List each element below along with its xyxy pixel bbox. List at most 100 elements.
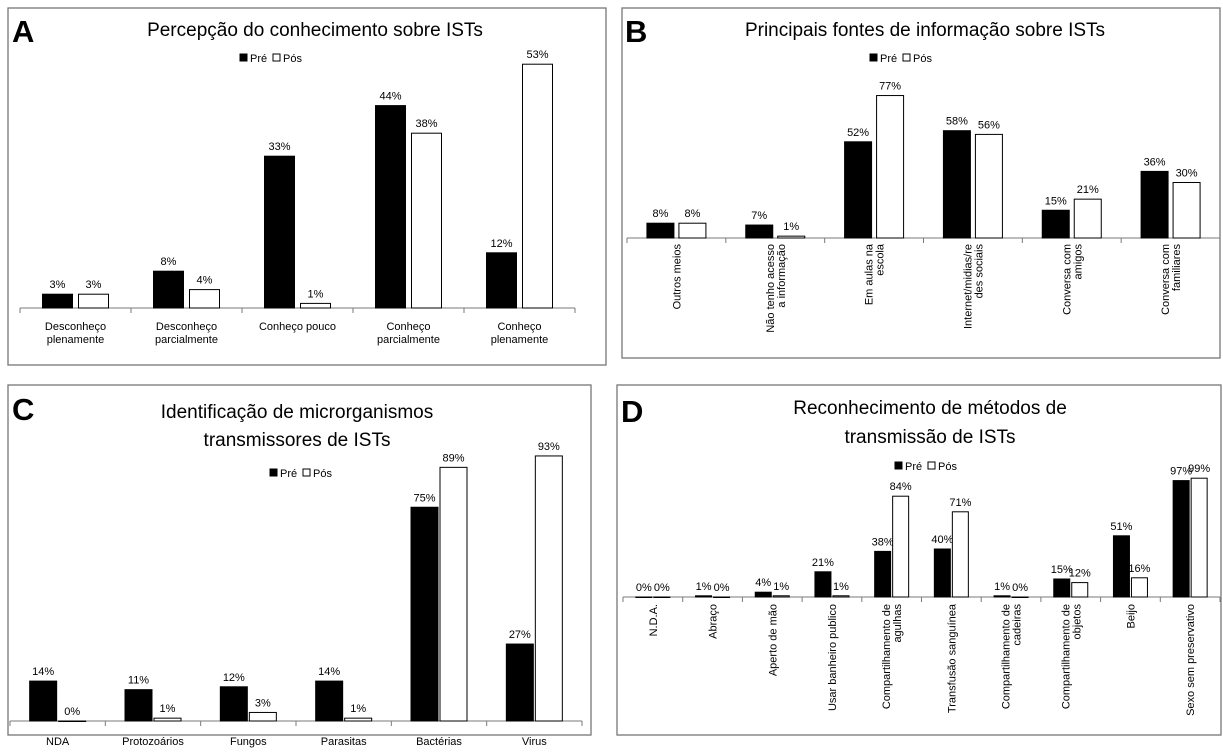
panel-c-microorganisms-chart: C Identificação de microrganismos transmis… bbox=[7, 384, 592, 748]
panel-c-value-label-pre: 75% bbox=[413, 492, 435, 504]
panel-a-value-label-pre: 8% bbox=[161, 256, 177, 268]
panel-d-category-label: agulhas bbox=[892, 604, 904, 643]
panel-d-bar-pos bbox=[951, 511, 969, 598]
panel-a-value-label-pos: 3% bbox=[86, 279, 102, 291]
panel-c-bar-pre bbox=[124, 689, 153, 722]
panel-b-value-label-pre: 52% bbox=[847, 127, 869, 139]
panel-a-value-label-pre: 3% bbox=[50, 279, 66, 291]
panel-c-category-label: Bactérias bbox=[416, 736, 462, 748]
panel-b-letter: B bbox=[625, 14, 647, 49]
panel-d-category-label: cadeiras bbox=[1012, 604, 1024, 646]
panel-d-bar-pre bbox=[1053, 578, 1071, 598]
panel-d-bar-pre bbox=[874, 550, 892, 598]
panel-c-value-label-pre: 12% bbox=[223, 672, 245, 684]
panel-d-bar-pre bbox=[1172, 480, 1190, 598]
panel-c-value-label-pos: 3% bbox=[255, 697, 271, 709]
panel-a-category-label: Desconheço bbox=[45, 321, 106, 333]
panel-a-legend-pre-swatch bbox=[239, 53, 248, 62]
panel-b-legend-pre-swatch bbox=[869, 53, 878, 62]
panel-a-frame bbox=[7, 7, 607, 366]
panel-d-category-label: Usar banheiro publico bbox=[827, 604, 839, 711]
panel-b-bar-pos bbox=[777, 235, 806, 239]
panel-d-value-label-pos: 16% bbox=[1128, 563, 1150, 575]
panel-b-category-label: amigos bbox=[1072, 244, 1084, 280]
panel-d-value-label-pre: 15% bbox=[1051, 564, 1073, 576]
panel-b-category-label: familiares bbox=[1171, 244, 1183, 292]
panel-d-category-label: Abraço bbox=[708, 604, 720, 639]
panel-d-value-label-pre: 1% bbox=[696, 581, 712, 593]
panel-a-title-line-1: Percepção do conhecimento sobre ISTs bbox=[147, 20, 483, 41]
panel-b-bar-pre bbox=[1140, 170, 1169, 239]
panel-c-letter: C bbox=[12, 392, 34, 427]
panel-a-bar-pre bbox=[153, 270, 184, 309]
panel-a-category-label: Conheço bbox=[497, 321, 541, 333]
panel-b-category-label: Conversa com bbox=[1160, 244, 1172, 315]
panel-c-legend-pre-swatch bbox=[269, 468, 278, 477]
panel-d-bar-pre bbox=[635, 596, 653, 598]
panel-d-value-label-pre: 97% bbox=[1170, 466, 1192, 478]
panel-b-category-label: escola bbox=[875, 243, 887, 276]
panel-b-bar-pos bbox=[876, 95, 905, 239]
panel-d-bar-pos bbox=[832, 595, 850, 598]
panel-b-category-label: Em aulas na bbox=[864, 243, 876, 305]
panel-b-value-label-pos: 77% bbox=[879, 81, 901, 93]
panel-b-value-label-pos: 30% bbox=[1176, 168, 1198, 180]
panel-d-bar-pos bbox=[892, 495, 910, 598]
panel-c-bar-pre bbox=[29, 680, 58, 722]
panel-b-bar-pos bbox=[678, 222, 707, 239]
panel-c-bar-pos bbox=[153, 717, 182, 722]
panel-c-title-line-1: Identificação de microrganismos bbox=[161, 402, 433, 423]
panel-b-category-label: Internet/midias/re bbox=[962, 244, 974, 329]
panel-b-frame bbox=[621, 7, 1221, 359]
panel-c-legend-pre-label: Pré bbox=[280, 468, 297, 480]
panel-b-legend-pos-label: Pós bbox=[913, 53, 932, 65]
panel-a-value-label-pos: 38% bbox=[415, 118, 437, 130]
panel-a-legend-pre-label: Pré bbox=[250, 53, 267, 65]
panel-c-category-label: Protozoários bbox=[122, 736, 184, 748]
panel-d-bar-pos bbox=[653, 596, 671, 598]
panel-b-value-label-pos: 8% bbox=[684, 208, 700, 220]
panel-d-category-label: Sexo sem preservativo bbox=[1185, 604, 1197, 716]
panel-b-value-label-pos: 21% bbox=[1077, 184, 1099, 196]
panel-d-category-label: Transfusão sanguínea bbox=[946, 603, 958, 713]
panel-a-legend-pos-swatch bbox=[272, 53, 281, 62]
panel-d-value-label-pos: 0% bbox=[654, 582, 670, 594]
panel-b-value-label-pre: 36% bbox=[1144, 156, 1166, 168]
panel-a-category-label: parcialmente bbox=[377, 334, 440, 346]
panel-c-category-label: Virus bbox=[522, 736, 547, 748]
panel-a-category-label: Conheço bbox=[386, 321, 430, 333]
panel-b-value-label-pre: 8% bbox=[652, 208, 668, 220]
panel-c-value-label-pre: 14% bbox=[318, 666, 340, 678]
panel-d-value-label-pos: 0% bbox=[714, 582, 730, 594]
panel-a-category-label: Desconheço bbox=[156, 321, 217, 333]
panel-b-bar-pre bbox=[646, 222, 675, 239]
panel-c-legend-pos-label: Pós bbox=[313, 468, 332, 480]
panel-d-title-line-1: Reconhecimento de métodos de bbox=[793, 398, 1067, 419]
panel-c-title-line-2: transmissores de ISTs bbox=[204, 430, 391, 451]
panel-b-value-label-pos: 56% bbox=[978, 119, 1000, 131]
panel-b-value-label-pos: 1% bbox=[783, 221, 799, 233]
panel-c-value-label-pos: 1% bbox=[160, 703, 176, 715]
panel-d-value-label-pos: 71% bbox=[949, 497, 971, 509]
panel-d-legend-pos-swatch bbox=[927, 461, 936, 470]
panel-a-bar-pos bbox=[78, 293, 109, 309]
panel-a-category-label: plenamente bbox=[47, 334, 105, 346]
panel-a-bar-pre bbox=[375, 105, 406, 309]
panel-d-category-label: Compartilhamento de bbox=[1060, 604, 1072, 709]
panel-d-category-label: Compartilhamento de bbox=[881, 604, 893, 709]
panel-c-bar-pos bbox=[534, 455, 563, 722]
panel-d-value-label-pos: 0% bbox=[1012, 582, 1028, 594]
panel-c-category-label: NDA bbox=[46, 736, 70, 748]
panel-c-bar-pos bbox=[439, 466, 468, 722]
panel-c-category-label: Fungos bbox=[230, 736, 267, 748]
panel-c-bar-pos bbox=[58, 720, 87, 722]
panel-a-category-label: parcialmente bbox=[155, 334, 218, 346]
panel-d-value-label-pos: 99% bbox=[1188, 463, 1210, 475]
panel-b-legend-pre-label: Pré bbox=[880, 53, 897, 65]
panel-b-category-label: Outros meios bbox=[671, 244, 683, 310]
panel-a-bar-pre bbox=[42, 293, 73, 309]
panel-d-transmission-chart: D Reconhecimento de métodos de transmissão… bbox=[616, 384, 1222, 736]
panel-c-value-label-pre: 14% bbox=[32, 666, 54, 678]
panel-c-value-label-pos: 0% bbox=[64, 706, 80, 718]
panel-d-bar-pos bbox=[1190, 477, 1208, 598]
